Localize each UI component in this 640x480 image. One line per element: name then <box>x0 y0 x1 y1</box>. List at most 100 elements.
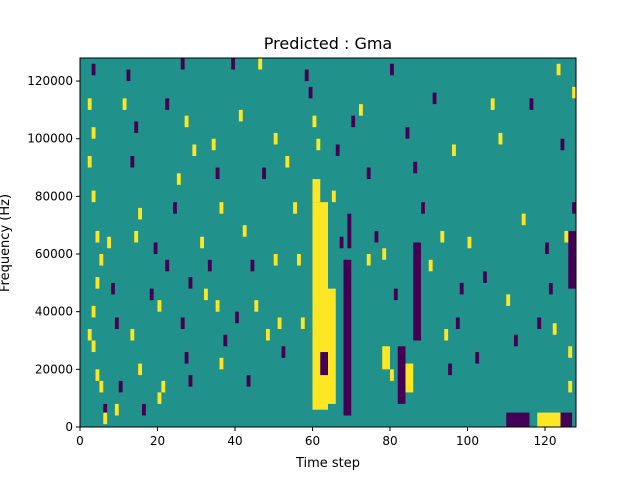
heatmap-block <box>397 346 406 404</box>
heatmap-cell <box>556 63 561 76</box>
heatmap-cell <box>440 230 445 243</box>
heatmap-cell <box>153 242 158 255</box>
heatmap-cell <box>180 58 185 70</box>
heatmap-cell <box>552 323 557 335</box>
heatmap-cell <box>514 334 518 347</box>
heatmap-cell <box>277 317 282 329</box>
heatmap-cell <box>204 288 208 301</box>
heatmap-cell <box>521 213 526 226</box>
heatmap-cell <box>304 69 309 82</box>
heatmap-cell <box>91 63 96 76</box>
heatmap-cell <box>366 167 371 180</box>
heatmap-cell <box>223 334 228 347</box>
x-tick-label: 20 <box>150 434 165 448</box>
heatmap-block <box>568 230 576 289</box>
heatmap-cell <box>432 92 437 105</box>
plot-area <box>79 57 577 428</box>
heatmap-cell <box>572 86 577 99</box>
heatmap-cell <box>114 317 119 329</box>
heatmap-cell <box>211 138 216 151</box>
heatmap-cell <box>149 288 154 301</box>
heatmap-cell <box>273 254 278 266</box>
heatmap-cell <box>467 236 472 249</box>
heatmap-cell <box>335 144 340 157</box>
x-tick-label: 60 <box>305 434 320 448</box>
heatmap-block <box>560 412 573 427</box>
heatmap-cell <box>180 317 185 329</box>
heatmap-cell <box>219 357 224 370</box>
heatmap-cell <box>455 317 460 329</box>
heatmap-cell <box>87 98 92 110</box>
heatmap-block <box>382 346 390 370</box>
heatmap-cell <box>564 230 569 243</box>
heatmap-cell <box>157 392 162 404</box>
heatmap-cell <box>300 317 305 329</box>
heatmap-block <box>312 179 321 203</box>
heatmap-cell <box>95 277 100 289</box>
heatmap-cell <box>122 98 127 110</box>
heatmap-cell <box>231 58 236 70</box>
heatmap-cell <box>560 138 565 151</box>
heatmap-cell <box>99 254 104 266</box>
heatmap-cell <box>339 236 344 249</box>
x-tick-label: 80 <box>382 434 397 448</box>
heatmap-cell <box>192 144 197 157</box>
heatmap-cell <box>91 190 96 203</box>
heatmap-cell <box>91 340 96 353</box>
heatmap-cell <box>285 156 290 168</box>
x-axis: 0 20 40 60 80 100 120 <box>76 427 556 448</box>
heatmap-cell <box>134 121 139 133</box>
x-tick-label: 0 <box>76 434 84 448</box>
heatmap-block <box>506 412 530 427</box>
y-tick-label: 40000 <box>35 305 73 319</box>
heatmap-cell <box>91 305 96 318</box>
heatmap-cell <box>390 63 394 76</box>
heatmap-cell <box>107 236 112 249</box>
heatmap-cell <box>254 300 259 312</box>
x-tick-label: 100 <box>456 434 479 448</box>
heatmap-cell <box>262 167 267 180</box>
heatmap-cell <box>235 311 239 324</box>
x-tick-label: 40 <box>227 434 242 448</box>
heatmap-cell <box>142 403 146 416</box>
heatmap-cell <box>452 144 456 157</box>
heatmap-cell <box>246 375 251 387</box>
heatmap-block <box>537 412 561 427</box>
heatmap-block <box>405 363 414 393</box>
heatmap-cells <box>87 58 577 427</box>
heatmap-cell <box>568 346 573 358</box>
heatmap-cell <box>483 271 487 283</box>
heatmap-cell <box>130 328 135 341</box>
heatmap-cell <box>134 230 139 243</box>
heatmap-cell <box>548 282 553 295</box>
heatmap-cell <box>165 98 170 110</box>
heatmap-cell <box>316 138 321 151</box>
heatmap-cell <box>176 173 181 185</box>
heatmap-cell <box>498 132 503 145</box>
heatmap-cell <box>545 242 549 255</box>
heatmap-cell <box>529 98 534 110</box>
heatmap-cell <box>390 369 394 381</box>
heatmap-cell <box>103 403 108 416</box>
heatmap-cell <box>111 282 115 295</box>
heatmap-cell <box>250 259 255 272</box>
heatmap-cell <box>103 412 108 425</box>
heatmap-cell <box>173 202 177 214</box>
heatmap-block <box>328 288 336 404</box>
heatmap-cell <box>219 202 224 214</box>
y-axis-label: Frequency (Hz) <box>0 194 13 292</box>
heatmap-cell <box>537 317 542 329</box>
heatmap-cell <box>188 277 193 289</box>
heatmap-cell <box>161 380 166 393</box>
x-axis-label: Time step <box>295 456 360 471</box>
chart-title: Predicted : Gma <box>264 34 392 53</box>
heatmap-block <box>413 242 421 341</box>
heatmap-block <box>343 259 352 416</box>
heatmap-cell <box>138 207 143 220</box>
heatmap-cell <box>421 202 425 214</box>
heatmap-cell <box>215 300 220 312</box>
heatmap-cell <box>490 98 495 110</box>
heatmap-cell <box>138 363 143 376</box>
heatmap-cell <box>258 58 263 70</box>
